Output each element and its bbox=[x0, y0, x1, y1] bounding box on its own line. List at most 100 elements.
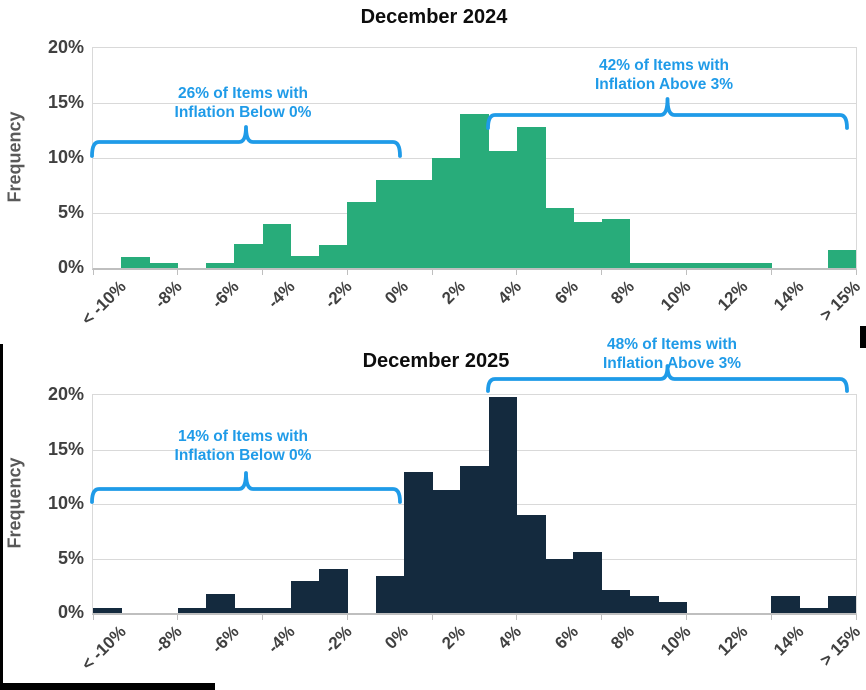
x-axis-tick bbox=[516, 615, 518, 620]
histogram-bar bbox=[206, 594, 235, 613]
y-tick-label: 5% bbox=[57, 202, 84, 222]
x-tick-label: 8% bbox=[607, 622, 639, 653]
histogram-bar bbox=[206, 262, 235, 268]
x-axis-tick bbox=[346, 270, 348, 275]
x-axis-tick bbox=[685, 270, 687, 275]
annotation-line: 26% of Items with bbox=[177, 85, 309, 102]
histogram-bar bbox=[432, 158, 461, 268]
annotation-line: 48% of Items with bbox=[606, 336, 738, 353]
y-tick-label: 15% bbox=[47, 438, 84, 459]
histogram-bar bbox=[799, 607, 829, 613]
histogram-bar bbox=[93, 607, 122, 613]
x-tick-label: 4% bbox=[494, 622, 526, 653]
x-tick-label: 6% bbox=[550, 622, 582, 653]
annotation-line: Inflation Above 3% bbox=[602, 355, 742, 372]
x-tick-label: < -10% bbox=[77, 622, 130, 674]
x-tick-label: -2% bbox=[320, 622, 356, 657]
histogram-bar bbox=[149, 262, 179, 268]
y-tick-label: 20% bbox=[47, 384, 84, 404]
x-axis-tick bbox=[770, 270, 772, 275]
x-axis-tick bbox=[685, 615, 687, 620]
x-axis-tick bbox=[855, 615, 857, 620]
histogram-bar bbox=[432, 489, 461, 613]
x-axis-tick bbox=[431, 270, 433, 275]
histogram-bar bbox=[742, 262, 772, 268]
histogram-bar bbox=[234, 243, 263, 268]
x-axis-tick bbox=[92, 615, 94, 620]
page-border-left bbox=[0, 344, 3, 690]
page-border-right-fragment bbox=[860, 326, 866, 348]
histogram-bar bbox=[573, 551, 603, 613]
histogram-bar bbox=[290, 581, 320, 613]
histogram-bar bbox=[601, 218, 631, 268]
histogram-bar bbox=[629, 595, 659, 613]
x-axis-tick bbox=[262, 270, 264, 275]
histogram-bar bbox=[488, 151, 518, 268]
histogram-bar bbox=[573, 221, 603, 268]
x-tick-label: -4% bbox=[264, 622, 300, 657]
histogram-bar bbox=[771, 595, 800, 613]
y-tick-label: 20% bbox=[47, 37, 84, 57]
histogram-bar bbox=[658, 262, 687, 268]
plot-area: < -10% -8% -6% -4% -2% 0% 2% 4% 6% 8% 10% 12% 14% > 1… bbox=[78, 47, 864, 329]
annotation-line: Inflation Above 3% bbox=[594, 76, 734, 93]
histogram-bar bbox=[686, 262, 716, 268]
histogram-bar bbox=[827, 595, 857, 613]
histogram-bar bbox=[262, 224, 292, 268]
y-tick-label: 5% bbox=[57, 547, 84, 568]
histogram-bar bbox=[714, 262, 744, 268]
histogram-bar bbox=[347, 202, 376, 268]
y-tick-label: 0% bbox=[57, 257, 84, 277]
histogram-bar bbox=[516, 127, 546, 268]
histogram-bar bbox=[601, 590, 631, 613]
histogram-bar bbox=[460, 465, 490, 613]
x-tick-label: 2% bbox=[437, 622, 469, 653]
y-tick-label: 10% bbox=[47, 147, 84, 167]
histogram-bar bbox=[488, 397, 518, 613]
gridline bbox=[93, 103, 856, 104]
histogram-bar bbox=[319, 244, 348, 268]
x-axis-tick bbox=[770, 615, 772, 620]
histogram-bar bbox=[516, 514, 546, 613]
histogram-bar bbox=[545, 558, 574, 613]
histogram-bar bbox=[403, 472, 433, 613]
chart-title: December 2024 bbox=[360, 6, 508, 28]
histogram-bar bbox=[827, 250, 857, 268]
histogram-bar bbox=[460, 114, 490, 268]
x-axis-tick bbox=[516, 270, 518, 275]
annotation-line: 42% of Items with bbox=[598, 57, 730, 74]
annotation-line: 14% of Items with bbox=[177, 428, 309, 445]
annotation-line: Inflation Below 0% bbox=[174, 104, 312, 121]
histogram-bar bbox=[290, 255, 320, 268]
annotation-line: Inflation Below 0% bbox=[174, 447, 312, 464]
x-tick-label: > 15% bbox=[816, 622, 865, 670]
x-axis-tick bbox=[346, 615, 348, 620]
annotation-text: 26% of Items with Inflation Below 0% bbox=[175, 84, 312, 122]
histogram-bar bbox=[375, 575, 405, 613]
chart-title: December 2025 bbox=[362, 350, 510, 372]
x-tick-label: -6% bbox=[207, 622, 243, 657]
histogram-bar bbox=[121, 257, 150, 268]
x-tick-label: 12% bbox=[713, 622, 752, 660]
y-tick-label: 10% bbox=[47, 493, 84, 513]
x-axis-tick bbox=[855, 270, 857, 275]
x-axis-tick bbox=[601, 270, 603, 275]
x-axis-tick bbox=[601, 615, 603, 620]
annotation-text: 42% of Items with Inflation Above 3% bbox=[595, 56, 733, 94]
x-axis-tick bbox=[92, 270, 94, 275]
histogram-bar bbox=[403, 180, 433, 268]
x-axis-tick bbox=[262, 615, 264, 620]
histogram-bar bbox=[545, 207, 574, 268]
annotation-text: 48% of Items with Inflation Above 3% bbox=[603, 335, 741, 373]
histogram-bar bbox=[262, 607, 292, 613]
x-axis-tick bbox=[177, 270, 179, 275]
histogram-bar bbox=[177, 607, 207, 613]
x-tick-label: 10% bbox=[657, 622, 695, 660]
histogram-bar bbox=[629, 262, 659, 268]
page-border-bottom-left bbox=[0, 683, 215, 690]
gridline bbox=[93, 449, 856, 451]
histogram-bar bbox=[319, 569, 348, 613]
